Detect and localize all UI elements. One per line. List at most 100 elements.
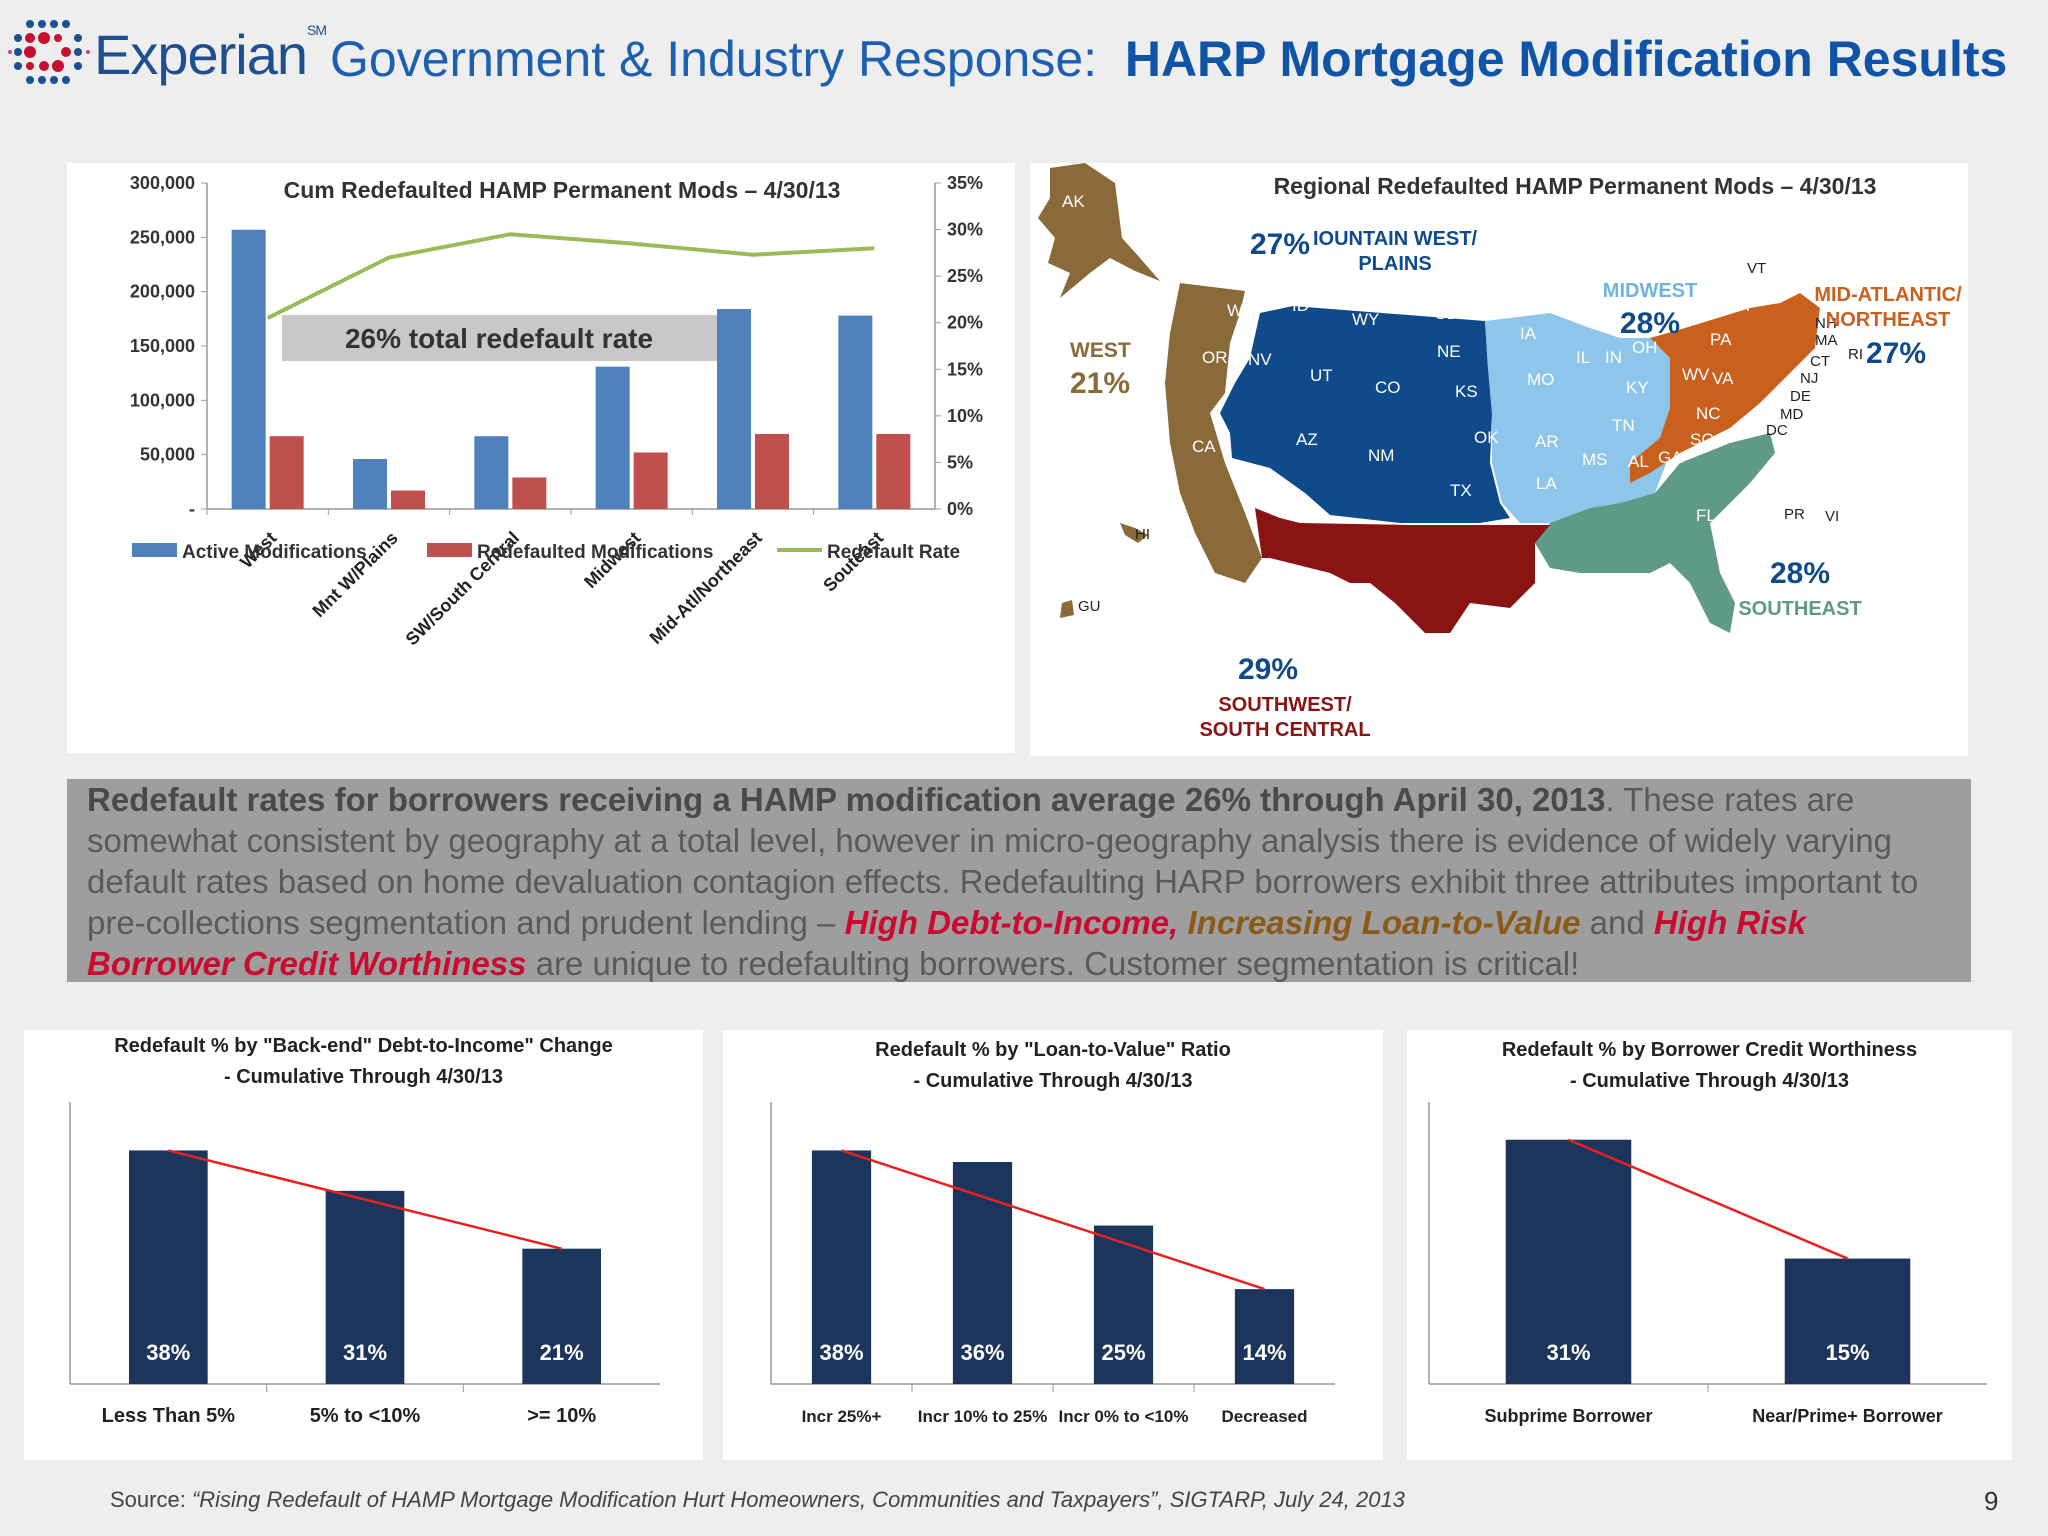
- summary-text: . These rates are somewhat consistent by…: [87, 781, 1919, 941]
- active-mods-bar: [717, 309, 751, 509]
- page-number: 9: [1984, 1486, 1999, 1516]
- y-tick-label: 50,000: [140, 445, 195, 465]
- state-label: KS: [1455, 382, 1478, 401]
- state-label: CT: [1810, 353, 1830, 370]
- state-label: WA: [1227, 301, 1254, 320]
- region-name: IOUNTAIN WEST/: [1313, 228, 1478, 250]
- y-tick-label: 100,000: [130, 390, 195, 410]
- redefaulted-mods-bar: [755, 434, 789, 509]
- bar: [811, 1150, 872, 1384]
- bar: [129, 1150, 208, 1384]
- state-label: OH: [1632, 338, 1658, 357]
- state-label: IL: [1576, 348, 1590, 367]
- region-pct: 28%: [1770, 557, 1830, 590]
- state-label: MN: [1506, 278, 1532, 297]
- region-name: MID-ATLANTIC/: [1814, 284, 1962, 306]
- state-label: VT: [1747, 260, 1766, 277]
- annotation-text: 26% total redefault rate: [345, 323, 653, 354]
- state-label: CA: [1192, 437, 1216, 456]
- y2-tick-label: 30%: [947, 220, 983, 240]
- experian-logo-icon: [8, 20, 90, 84]
- active-mods-bar: [231, 229, 266, 509]
- data-label: 14%: [1242, 1340, 1286, 1365]
- state-label: AL: [1628, 452, 1649, 471]
- state-label: HI: [1135, 526, 1150, 543]
- bar: [1505, 1139, 1632, 1384]
- state-label: MD: [1780, 406, 1803, 423]
- state-label: WV: [1682, 365, 1710, 384]
- state-label: NV: [1248, 350, 1272, 369]
- active-mods-bar: [595, 366, 630, 509]
- cum-redefault-chart-panel: - 50,000 100,000 150,000 200,000 250,000 300,0…: [67, 163, 1015, 753]
- data-label: 21%: [540, 1340, 584, 1365]
- state-label: NE: [1437, 342, 1461, 361]
- state-label: IN: [1605, 348, 1622, 367]
- bar: [1784, 1258, 1911, 1384]
- region-pct: 27%: [1866, 337, 1926, 370]
- state-label: ND: [1432, 264, 1457, 283]
- map-title: Regional Redefaulted HAMP Permanent Mods…: [1274, 173, 1877, 199]
- chart-title: Redefault % by Borrower Credit Worthines…: [1502, 1039, 1917, 1061]
- y2-tick-label: 5%: [947, 452, 973, 472]
- chart-title: Redefault % by "Loan-to-Value" Ratio: [875, 1039, 1231, 1061]
- legend-swatch: [427, 543, 472, 557]
- attr-credit: High Risk Borrower Credit Worthiness: [87, 904, 1807, 982]
- chart-subtitle: - Cumulative Through 4/30/13: [1570, 1070, 1849, 1092]
- state-label: ME: [1785, 248, 1811, 267]
- region-name: SOUTHEAST: [1738, 598, 1861, 620]
- summary-space: [1178, 904, 1187, 941]
- us-region-map: Regional Redefaulted HAMP Permanent Mods…: [1038, 163, 1962, 741]
- state-label: NM: [1368, 446, 1394, 465]
- y-tick-label: 200,000: [130, 282, 195, 302]
- chart-title: Cum Redefaulted HAMP Permanent Mods – 4/…: [284, 177, 841, 203]
- state-label: GA: [1658, 448, 1683, 467]
- state-label: CO: [1375, 378, 1401, 397]
- midwest-region-shape: [1485, 313, 1670, 523]
- cum-redefault-chart: - 50,000 100,000 150,000 200,000 250,000 300,0…: [130, 173, 983, 649]
- state-label: GU: [1078, 598, 1101, 615]
- x-tick-label: Incr 25%+: [802, 1407, 882, 1426]
- state-label: FL: [1696, 506, 1716, 525]
- state-label: LA: [1536, 474, 1557, 493]
- y-tick-label: 150,000: [130, 336, 195, 356]
- state-label: MT: [1294, 264, 1319, 283]
- state-label: VI: [1825, 508, 1839, 525]
- state-label: NH: [1815, 315, 1837, 332]
- summary-lead: Redefault rates for borrowers receiving …: [87, 781, 1606, 818]
- brand-name: ExperianSM: [94, 22, 327, 86]
- state-label: UT: [1310, 366, 1333, 385]
- redefault-rate-line: [266, 232, 875, 320]
- summary-box: Redefault rates for borrowers receiving …: [67, 779, 1971, 982]
- northeast-region-shape: [1630, 293, 1820, 483]
- redefaulted-mods-bar: [269, 436, 304, 509]
- trend-line: [841, 1149, 1265, 1291]
- y2-tick-label: 0%: [947, 499, 973, 519]
- region-pct: 29%: [1238, 653, 1298, 686]
- state-label: PR: [1784, 506, 1805, 523]
- bar: [1093, 1225, 1154, 1384]
- active-mods-bar: [474, 436, 509, 509]
- summary-and: and: [1580, 904, 1654, 941]
- legend-label: Redefault Rate: [827, 542, 960, 563]
- state-gu-shape: [1060, 600, 1074, 618]
- southeast-region-shape: [1535, 433, 1775, 633]
- state-label: KY: [1626, 378, 1649, 397]
- state-label: MS: [1582, 450, 1608, 469]
- trend-line: [1568, 1138, 1848, 1260]
- x-tick-label: Incr 0% to <10%: [1059, 1407, 1189, 1426]
- state-label: WI: [1562, 294, 1583, 313]
- legend-label: Active Modifications: [182, 542, 367, 563]
- y-tick-label: -: [189, 499, 195, 519]
- state-label: DC: [1766, 422, 1788, 439]
- state-label: NY: [1730, 296, 1754, 315]
- credit-chart: Redefault % by Borrower Credit Worthines…: [1428, 1039, 1987, 1426]
- legend-label: Redefaulted Modifications: [477, 542, 713, 563]
- southwest-region-shape: [1255, 508, 1550, 633]
- x-tick-label: 5% to <10%: [310, 1405, 421, 1427]
- data-label: 25%: [1101, 1340, 1145, 1365]
- state-label: OR: [1202, 348, 1228, 367]
- ltv-chart: Redefault % by "Loan-to-Value" Ratio - Cu…: [770, 1039, 1335, 1426]
- credit-chart-panel: Redefault % by Borrower Credit Worthines…: [1407, 1030, 2012, 1460]
- dti-chart-panel: Redefault % by "Back-end" Debt-to-Income…: [24, 1030, 703, 1460]
- redefaulted-mods-bar: [876, 434, 911, 509]
